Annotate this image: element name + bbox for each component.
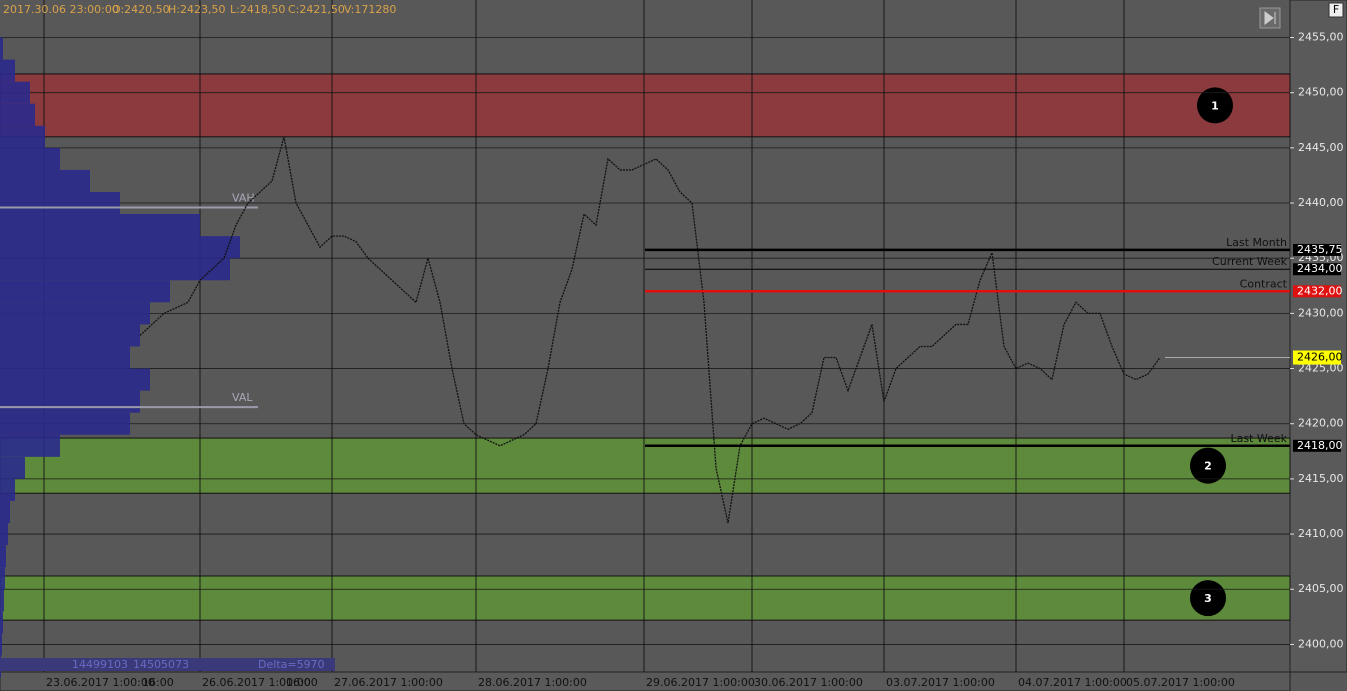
y-tick-label: 2410,00 — [1298, 527, 1344, 540]
profile-bar — [0, 147, 60, 170]
zone-label: 3 — [1204, 592, 1212, 605]
x-tick-label: 30.06.2017 1:00:00 — [754, 676, 863, 689]
profile-bar — [0, 633, 2, 656]
time-axis — [0, 671, 1291, 691]
profile-bar — [0, 390, 140, 413]
plot: VAH VAL Last Month 2435,75 Current Week 2434,… — [0, 136, 1343, 524]
profile-bar — [0, 368, 150, 391]
profile-bar — [0, 258, 230, 281]
profile-bar — [0, 545, 6, 568]
x-tick-label: 03.07.2017 1:00:00 — [886, 676, 995, 689]
profile-bar — [0, 81, 30, 104]
footer-text: 14499103 — [72, 658, 128, 671]
level-name: Last Week — [1230, 432, 1287, 445]
f-label: F — [1333, 3, 1339, 16]
level-name: Last Month — [1226, 236, 1287, 249]
value-area-label: VAH — [232, 191, 255, 204]
level-label: 2434,00 — [1297, 262, 1343, 275]
x-tick-label: 28.06.2017 1:00:00 — [478, 676, 587, 689]
y-tick-label: 2405,00 — [1298, 582, 1344, 595]
profile-bar — [0, 125, 45, 148]
profile-bar — [0, 324, 140, 347]
level-tag — [1293, 243, 1341, 256]
header-text: H:2423,50 — [168, 3, 225, 16]
y-tick-label: 2455,00 — [1298, 31, 1344, 44]
header-text: O:2420,50 — [112, 3, 170, 16]
level-name: Current Week — [1212, 255, 1288, 268]
y-tick-label: 2400,00 — [1298, 637, 1344, 650]
level-label: 2432,00 — [1297, 284, 1343, 297]
volume-profile — [0, 37, 240, 678]
zone-label: 2 — [1204, 460, 1212, 473]
level-tag — [1293, 263, 1341, 276]
header-text: 2017.30.06 23:00:00 — [3, 3, 119, 16]
y-tick-label: 2425,00 — [1298, 362, 1344, 375]
f-button[interactable] — [1328, 2, 1344, 18]
profile-bar — [0, 500, 10, 524]
scroll-icon — [1264, 11, 1276, 25]
level-tag — [1293, 439, 1341, 452]
profile-bar — [0, 611, 3, 634]
profile-bar — [0, 567, 5, 590]
x-tick-label: 23.06.2017 1:00:00 — [46, 676, 155, 689]
footer-box — [0, 658, 335, 671]
profile-bar — [0, 523, 8, 546]
x-tick-label: 26.06.2017 1:00:00 — [202, 676, 311, 689]
last-price-label: 2426,00 — [1297, 351, 1343, 364]
profile-bar — [0, 302, 150, 325]
value-area-label: VAL — [232, 391, 253, 404]
profile-bar — [0, 192, 120, 215]
profile-bar — [0, 589, 4, 612]
level-label: 2435,75 — [1297, 243, 1343, 256]
profile-bar — [0, 169, 90, 192]
footer-text: 14505073 — [133, 658, 189, 671]
zone-label: 1 — [1211, 99, 1219, 112]
zone-marker — [1190, 447, 1226, 484]
profile-bar — [0, 236, 240, 259]
zone — [0, 575, 1291, 621]
zones: 1 2 3 — [0, 73, 1291, 621]
profile-bar — [0, 346, 130, 369]
last-price-tag — [1293, 350, 1341, 365]
header-text: L:2418,50 — [230, 3, 285, 16]
x-tick-label: 05.07.2017 1:00:00 — [1126, 676, 1235, 689]
y-tick-label: 2430,00 — [1298, 306, 1344, 319]
y-tick-label: 2440,00 — [1298, 196, 1344, 209]
header-text: C:2421,50 — [288, 3, 345, 16]
y-tick-label: 2420,00 — [1298, 417, 1344, 430]
y-tick-label: 2445,00 — [1298, 141, 1344, 154]
level-name: Contract — [1240, 277, 1288, 290]
profile-bar — [0, 434, 60, 457]
price-axis — [1289, 0, 1347, 673]
profile-bar — [0, 280, 170, 303]
header-text: V:171280 — [344, 3, 396, 16]
profile-bar — [0, 412, 130, 435]
x-tick-label: 04.07.2017 1:00:00 — [1018, 676, 1127, 689]
price-line — [139, 136, 1161, 524]
profile-bar — [0, 103, 35, 126]
profile-bar — [0, 478, 15, 501]
profile-bar — [0, 59, 15, 82]
x-tick-label: 16:00 — [142, 676, 174, 689]
profile-bar — [0, 214, 200, 237]
profile-bar — [0, 37, 3, 60]
zone-marker — [1197, 87, 1233, 124]
level-label: 2418,00 — [1297, 439, 1343, 452]
y-tick-label: 2415,00 — [1298, 472, 1344, 485]
x-tick-label: 27.06.2017 1:00:00 — [334, 676, 443, 689]
zone — [0, 437, 1291, 494]
footer-text: Delta=5970 — [258, 658, 325, 671]
zone — [0, 73, 1291, 138]
x-tick-label: 16:00 — [286, 676, 318, 689]
y-tick-label: 2450,00 — [1298, 86, 1344, 99]
x-tick-label: 29.06.2017 1:00:00 — [646, 676, 755, 689]
profile-bar — [0, 456, 25, 479]
level-tag — [1293, 285, 1341, 298]
